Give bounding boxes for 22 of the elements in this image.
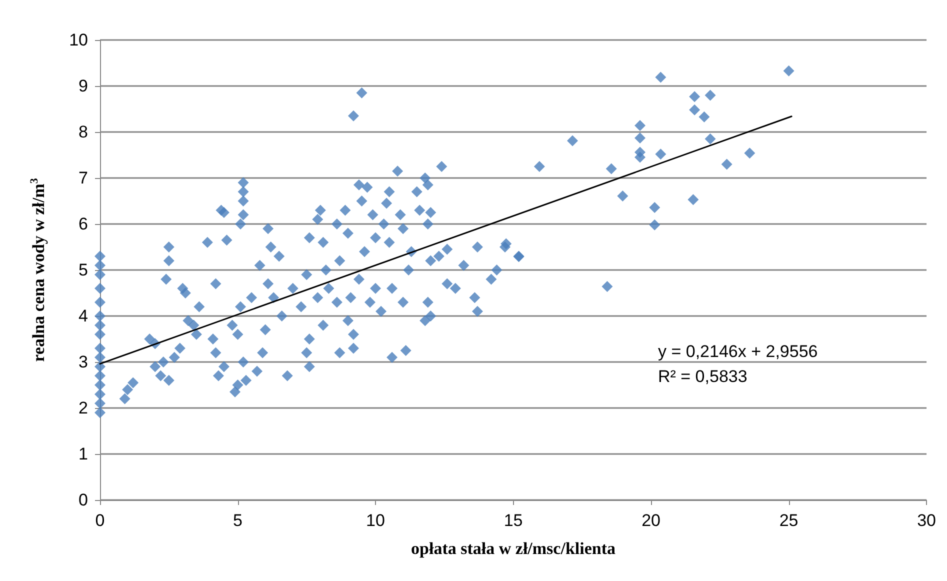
y-tick-label: 2 [78,398,88,418]
y-axis-title: realna cena wody w zł/m3 [28,178,48,362]
x-tick-label: 20 [642,511,660,530]
y-tick-label: 4 [78,306,88,326]
y-tick-label: 5 [78,260,88,280]
x-tick-label: 25 [779,511,798,530]
annotation: y = 0,2146x + 2,9556 [658,342,818,361]
y-tick-label: 7 [78,168,88,188]
y-tick-label: 0 [78,490,88,510]
x-tick-label: 30 [917,511,936,530]
y-tick-label: 10 [69,30,88,50]
x-tick-label: 0 [95,511,105,530]
y-tick-label: 8 [78,122,88,142]
x-tick-label: 10 [366,511,385,530]
x-tick-label: 15 [504,511,523,530]
annotation: R² = 0,5833 [658,367,748,386]
y-tick-label: 9 [78,76,88,96]
y-tick-label: 3 [78,352,88,372]
x-tick-label: 5 [233,511,242,530]
y-tick-label: 1 [78,444,88,464]
x-axis-title: opłata stała w zł/msc/klienta [411,539,616,558]
y-tick-label: 6 [78,214,88,234]
